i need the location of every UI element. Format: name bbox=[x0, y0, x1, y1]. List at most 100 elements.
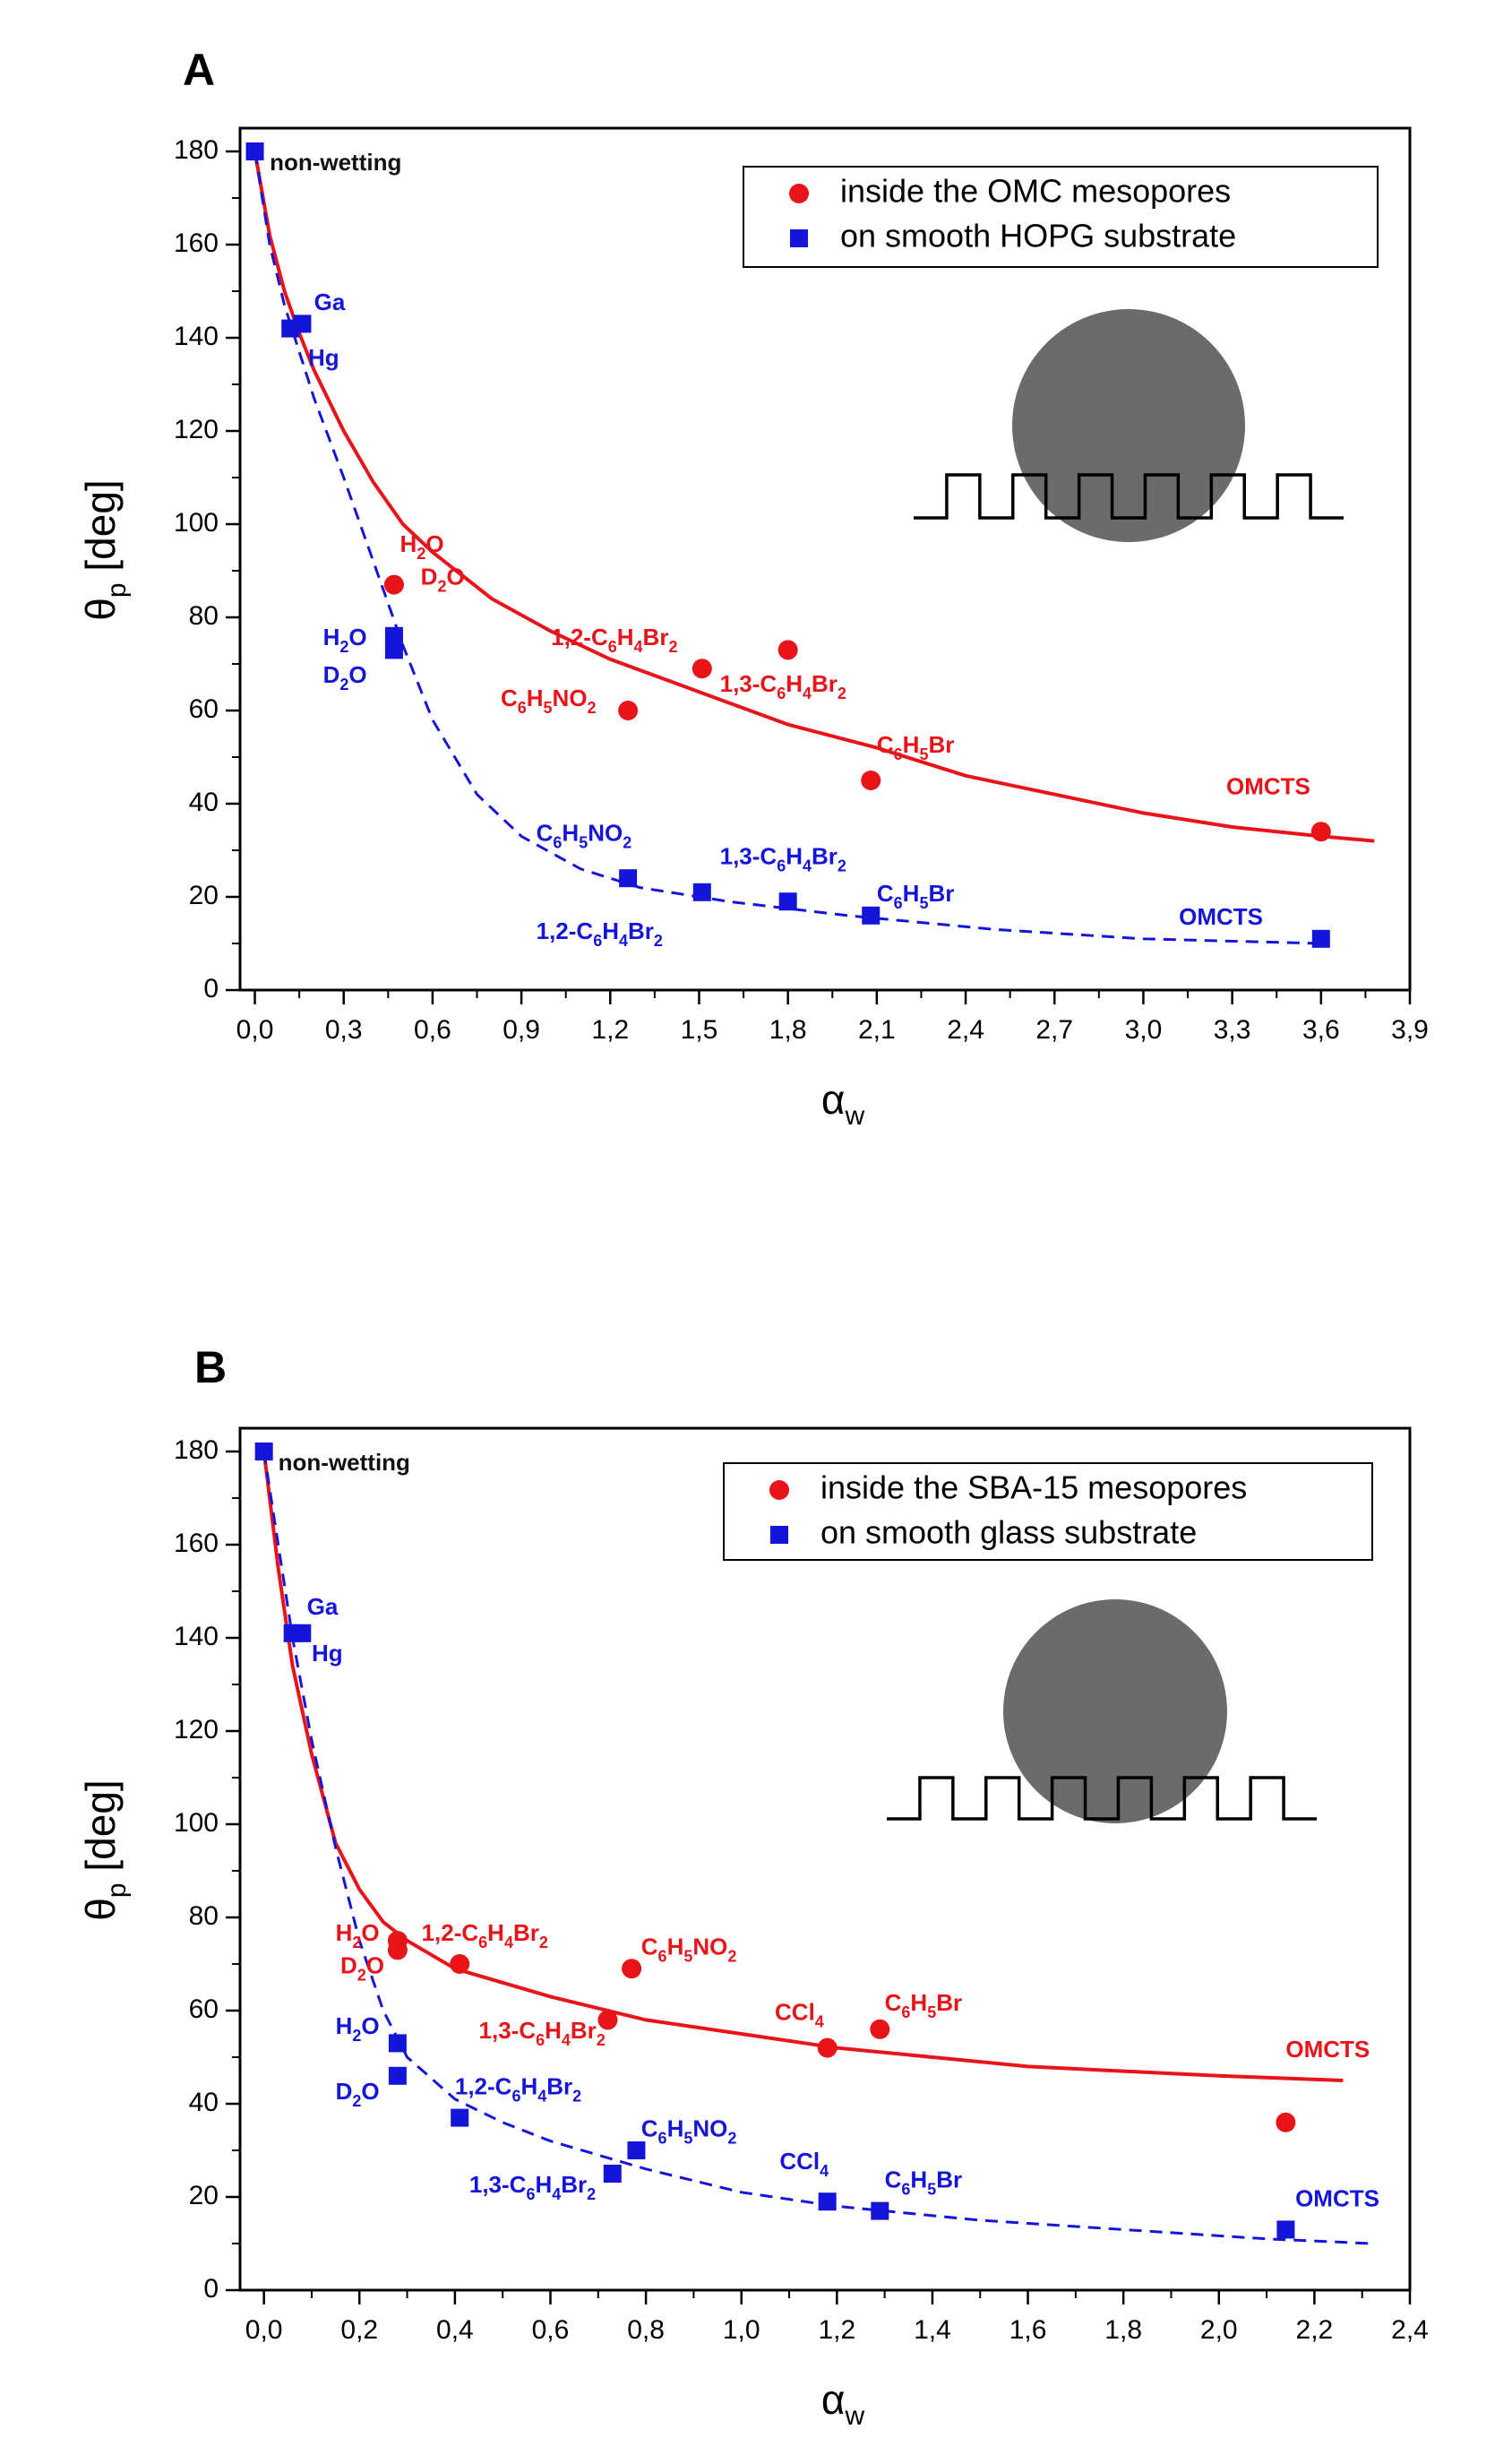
x-tick-label: 1,5 bbox=[681, 1015, 718, 1045]
data-point-square bbox=[293, 1624, 312, 1642]
x-tick-label: 2,1 bbox=[858, 1015, 896, 1045]
point-label-text: Br bbox=[571, 2017, 597, 2044]
point-label-text: OMCTS bbox=[1226, 773, 1310, 800]
y-tick-label: 60 bbox=[189, 694, 219, 724]
point-label-text: Br bbox=[513, 1919, 539, 1946]
data-point-circle bbox=[870, 2019, 890, 2039]
point-label-subscript: 2 bbox=[623, 834, 631, 852]
point-label-text: OMCTS bbox=[1295, 2184, 1379, 2211]
y-tick-label: 80 bbox=[189, 601, 219, 631]
point-label-text: H bbox=[336, 1919, 353, 1946]
data-point-circle bbox=[618, 701, 639, 720]
y-tick-label: 160 bbox=[174, 228, 219, 258]
point-label-subscript: 4 bbox=[803, 685, 812, 702]
x-tick-label: 2,7 bbox=[1035, 1015, 1073, 1045]
y-axis-symbol: θ bbox=[77, 598, 124, 621]
point-label: C6H5NO2 bbox=[537, 820, 632, 852]
point-label-text: Hg bbox=[312, 1640, 343, 1667]
point-label-text: Br bbox=[812, 670, 838, 697]
point-label-text: H bbox=[323, 624, 340, 650]
x-tick-label: 0,6 bbox=[532, 2315, 570, 2345]
point-label-subscript: 2 bbox=[727, 1948, 736, 1966]
point-label-subscript: 2 bbox=[572, 2088, 581, 2106]
y-axis-subscript: p bbox=[102, 582, 132, 598]
point-label: non-wetting bbox=[270, 149, 401, 176]
point-label-subscript: 2 bbox=[587, 2185, 596, 2203]
point-label-text: OMCTS bbox=[1179, 903, 1263, 930]
x-tick-label: 2,0 bbox=[1200, 2315, 1238, 2345]
panel-letter: A bbox=[183, 45, 215, 95]
y-tick-label: 180 bbox=[174, 1435, 219, 1465]
x-tick-label: 3,6 bbox=[1302, 1015, 1340, 1045]
point-label-text: Br bbox=[643, 624, 669, 650]
x-tick-label: 0,8 bbox=[627, 2315, 665, 2345]
x-tick-label: 2,4 bbox=[947, 1015, 984, 1045]
point-label-subscript: 6 bbox=[593, 932, 602, 950]
point-label-subscript: 6 bbox=[526, 2185, 535, 2203]
point-label: C6H5Br bbox=[877, 731, 955, 763]
point-label-text: C bbox=[877, 731, 894, 758]
y-axis-title: θp [deg] bbox=[77, 1779, 132, 1920]
point-label-text: 1,3-C bbox=[720, 670, 777, 697]
point-label-text: H bbox=[910, 1989, 927, 2016]
point-label-subscript: 5 bbox=[927, 2181, 936, 2199]
point-label-text: H bbox=[487, 1919, 504, 1946]
data-point-square bbox=[388, 2066, 407, 2085]
point-label-text: H bbox=[786, 843, 803, 870]
point-label-text: O bbox=[361, 2012, 379, 2039]
y-axis-unit: [deg] bbox=[77, 1779, 124, 1871]
point-label-subscript: 6 bbox=[658, 1948, 667, 1966]
data-point-square bbox=[871, 2201, 889, 2220]
point-label-text: Br bbox=[928, 880, 954, 907]
point-label-text: NO bbox=[692, 1934, 727, 1960]
point-label: C6H5NO2 bbox=[641, 2115, 737, 2147]
point-label-text: D bbox=[340, 1951, 357, 1978]
point-label-text: OMCTS bbox=[1285, 2036, 1370, 2063]
x-tick-label: 1,0 bbox=[723, 2315, 760, 2345]
y-axis-unit: [deg] bbox=[77, 479, 124, 571]
point-label-text: O bbox=[425, 530, 443, 557]
x-tick-label: 0,0 bbox=[236, 1015, 274, 1045]
legend-marker-circle bbox=[769, 1480, 789, 1500]
point-label: Ga bbox=[314, 289, 346, 315]
point-label-subscript: 4 bbox=[619, 932, 628, 950]
x-tick-label: 1,4 bbox=[914, 2315, 951, 2345]
x-tick-label: 0,6 bbox=[414, 1015, 451, 1045]
point-label-text: C bbox=[877, 880, 894, 907]
point-label-subscript: 5 bbox=[919, 745, 928, 763]
x-tick-label: 1,2 bbox=[818, 2315, 855, 2345]
data-point-square bbox=[388, 2034, 407, 2053]
fit-curve-dashed bbox=[262, 1451, 1372, 2245]
x-tick-label: 2,2 bbox=[1296, 2315, 1334, 2345]
point-label: D2O bbox=[336, 2078, 380, 2110]
point-label-subscript: 2 bbox=[539, 1934, 548, 1951]
panel-letter: B bbox=[194, 1342, 227, 1392]
data-point-square bbox=[245, 142, 264, 160]
point-label: Hg bbox=[308, 344, 339, 371]
y-axis-space bbox=[77, 572, 124, 583]
point-label-text: H bbox=[910, 2166, 927, 2193]
y-tick-label: 80 bbox=[189, 1901, 219, 1931]
point-label-text: H bbox=[903, 731, 920, 758]
x-axis-subscript: w bbox=[844, 2401, 864, 2431]
point-label-subscript: 5 bbox=[544, 699, 553, 717]
point-label-text: D bbox=[323, 661, 340, 688]
point-label-text: O bbox=[348, 624, 366, 650]
x-tick-label: 1,8 bbox=[769, 1015, 807, 1045]
y-axis-title: θp [deg] bbox=[77, 479, 132, 620]
point-label-subscript: 6 bbox=[518, 699, 527, 717]
point-label: 1,3-C6H4Br2 bbox=[469, 2171, 596, 2203]
data-point-circle bbox=[622, 1959, 642, 1979]
data-point-circle bbox=[817, 2037, 838, 2058]
point-label: 1,3-C6H4Br2 bbox=[720, 670, 846, 702]
point-label-subscript: 4 bbox=[537, 2088, 546, 2106]
data-point-circle bbox=[1310, 822, 1331, 842]
point-label: OMCTS bbox=[1179, 903, 1263, 930]
x-tick-label: 3,0 bbox=[1125, 1015, 1163, 1045]
point-label: Ga bbox=[307, 1593, 339, 1620]
x-tick-label: 1,8 bbox=[1104, 2315, 1142, 2345]
y-tick-label: 120 bbox=[174, 415, 219, 444]
point-label-text: 1,2-C bbox=[455, 2073, 512, 2100]
legend-label: on smooth glass substrate bbox=[820, 1514, 1197, 1551]
point-label-text: H bbox=[336, 2012, 353, 2039]
